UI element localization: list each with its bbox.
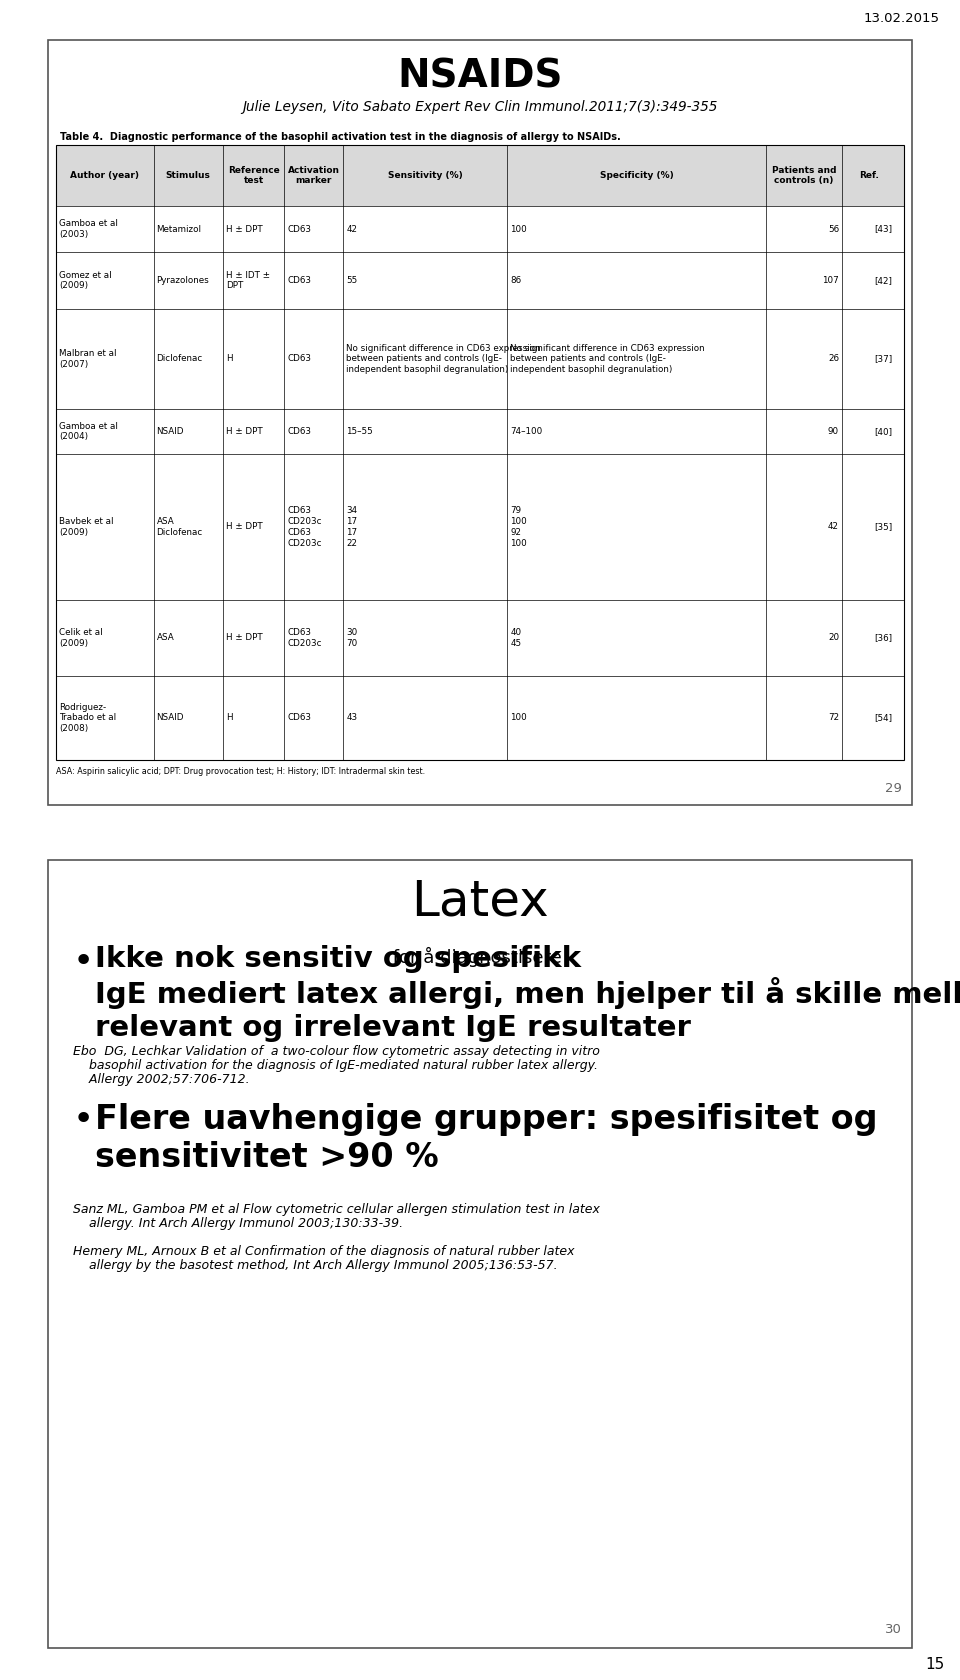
Text: 100: 100 bbox=[510, 225, 527, 234]
Text: CD63: CD63 bbox=[287, 714, 311, 722]
Text: Flere uavhengige grupper: spesifisitet og: Flere uavhengige grupper: spesifisitet o… bbox=[95, 1104, 877, 1136]
Text: Celik et al
(2009): Celik et al (2009) bbox=[59, 628, 103, 647]
Text: 40
45: 40 45 bbox=[510, 628, 521, 647]
Text: 107: 107 bbox=[823, 276, 839, 286]
Text: 72: 72 bbox=[828, 714, 839, 722]
Text: No significant difference in CD63 expression
between patients and controls (IgE-: No significant difference in CD63 expres… bbox=[347, 344, 541, 375]
Text: 13.02.2015: 13.02.2015 bbox=[864, 12, 940, 25]
Text: Specificity (%): Specificity (%) bbox=[600, 171, 673, 180]
Bar bbox=[48, 40, 912, 805]
Text: H: H bbox=[226, 714, 232, 722]
Text: CD63: CD63 bbox=[287, 276, 311, 286]
Text: Reference
test: Reference test bbox=[228, 166, 279, 185]
Text: 34
17
17
22: 34 17 17 22 bbox=[347, 506, 357, 548]
Text: Latex: Latex bbox=[411, 879, 549, 926]
Text: [54]: [54] bbox=[875, 714, 893, 722]
Text: Gamboa et al
(2003): Gamboa et al (2003) bbox=[59, 218, 118, 239]
Text: Gomez et al
(2009): Gomez et al (2009) bbox=[59, 270, 111, 291]
Text: Bavbek et al
(2009): Bavbek et al (2009) bbox=[59, 517, 113, 538]
Text: [37]: [37] bbox=[875, 354, 893, 363]
Text: Malbran et al
(2007): Malbran et al (2007) bbox=[59, 349, 116, 370]
Bar bbox=[48, 860, 912, 1648]
Text: •: • bbox=[73, 944, 94, 979]
Text: CD63
CD203c
CD63
CD203c: CD63 CD203c CD63 CD203c bbox=[287, 506, 322, 548]
Text: Allergy 2002;57:706-712.: Allergy 2002;57:706-712. bbox=[73, 1074, 250, 1085]
Text: Pyrazolones: Pyrazolones bbox=[156, 276, 209, 286]
Text: 26: 26 bbox=[828, 354, 839, 363]
Text: [40]: [40] bbox=[875, 427, 893, 437]
Text: NSAID: NSAID bbox=[156, 427, 184, 437]
Text: Diclofenac: Diclofenac bbox=[156, 354, 203, 363]
Text: basophil activation for the diagnosis of IgE-mediated natural rubber latex aller: basophil activation for the diagnosis of… bbox=[73, 1058, 598, 1072]
Text: Sensitivity (%): Sensitivity (%) bbox=[388, 171, 463, 180]
Text: H ± DPT: H ± DPT bbox=[226, 633, 263, 642]
Text: [43]: [43] bbox=[875, 225, 893, 234]
Text: 42: 42 bbox=[347, 225, 357, 234]
Text: Ikke nok sensitiv og spesifikk: Ikke nok sensitiv og spesifikk bbox=[95, 944, 581, 973]
Text: NSAID: NSAID bbox=[156, 714, 184, 722]
Text: ASA: Aspirin salicylic acid; DPT: Drug provocation test; H: History; IDT: Intrad: ASA: Aspirin salicylic acid; DPT: Drug p… bbox=[56, 768, 425, 776]
Text: 74–100: 74–100 bbox=[510, 427, 542, 437]
Text: 29: 29 bbox=[885, 781, 902, 795]
Text: Metamizol: Metamizol bbox=[156, 225, 202, 234]
Text: H ± IDT ±
DPT: H ± IDT ± DPT bbox=[226, 270, 270, 291]
Text: [42]: [42] bbox=[875, 276, 893, 286]
Text: Table 4.  Diagnostic performance of the basophil activation test in the diagnosi: Table 4. Diagnostic performance of the b… bbox=[60, 133, 621, 143]
Text: 15–55: 15–55 bbox=[347, 427, 373, 437]
Text: CD63
CD203c: CD63 CD203c bbox=[287, 628, 322, 647]
Text: 55: 55 bbox=[347, 276, 358, 286]
Text: 86: 86 bbox=[510, 276, 521, 286]
Text: 20: 20 bbox=[828, 633, 839, 642]
Text: 15: 15 bbox=[925, 1656, 945, 1672]
Text: H: H bbox=[226, 354, 232, 363]
Text: ASA: ASA bbox=[156, 633, 175, 642]
Text: CD63: CD63 bbox=[287, 354, 311, 363]
Text: 100: 100 bbox=[510, 714, 527, 722]
Text: Ebo  DG, Lechkar Validation of  a two-colour flow cytometric assay detecting in : Ebo DG, Lechkar Validation of a two-colo… bbox=[73, 1045, 600, 1058]
Text: [35]: [35] bbox=[875, 522, 893, 531]
Bar bbox=[56, 144, 904, 207]
Text: 79
100
92
100: 79 100 92 100 bbox=[510, 506, 527, 548]
Text: allergy. Int Arch Allergy Immunol 2003;130:33-39.: allergy. Int Arch Allergy Immunol 2003;1… bbox=[73, 1216, 403, 1230]
Text: Activation
marker: Activation marker bbox=[288, 166, 340, 185]
Text: H ± DPT: H ± DPT bbox=[226, 522, 263, 531]
Text: [36]: [36] bbox=[875, 633, 893, 642]
Text: Gamboa et al
(2004): Gamboa et al (2004) bbox=[59, 422, 118, 442]
Text: •: • bbox=[73, 1104, 94, 1137]
Text: Ref.: Ref. bbox=[859, 171, 878, 180]
Text: 30
70: 30 70 bbox=[347, 628, 358, 647]
Text: for å diagnostisere: for å diagnostisere bbox=[387, 948, 562, 968]
Text: 90: 90 bbox=[828, 427, 839, 437]
Text: CD63: CD63 bbox=[287, 427, 311, 437]
Text: Hemery ML, Arnoux B et al Confirmation of the diagnosis of natural rubber latex: Hemery ML, Arnoux B et al Confirmation o… bbox=[73, 1245, 574, 1258]
Text: Stimulus: Stimulus bbox=[166, 171, 211, 180]
Text: NSAIDS: NSAIDS bbox=[397, 59, 563, 96]
Text: Sanz ML, Gamboa PM et al Flow cytometric cellular allergen stimulation test in l: Sanz ML, Gamboa PM et al Flow cytometric… bbox=[73, 1203, 600, 1216]
Text: No significant difference in CD63 expression
between patients and controls (IgE-: No significant difference in CD63 expres… bbox=[510, 344, 705, 375]
Text: Patients and
controls (n): Patients and controls (n) bbox=[772, 166, 836, 185]
Text: CD63: CD63 bbox=[287, 225, 311, 234]
Text: 42: 42 bbox=[828, 522, 839, 531]
Text: 30: 30 bbox=[885, 1623, 902, 1636]
Text: Rodriguez-
Trabado et al
(2008): Rodriguez- Trabado et al (2008) bbox=[59, 702, 116, 732]
Text: H ± DPT: H ± DPT bbox=[226, 427, 263, 437]
Text: 43: 43 bbox=[347, 714, 357, 722]
Text: Author (year): Author (year) bbox=[70, 171, 139, 180]
Text: Julie Leysen, Vito Sabato Expert Rev Clin Immunol.2011;7(3):349-355: Julie Leysen, Vito Sabato Expert Rev Cli… bbox=[242, 101, 718, 114]
Text: allergy by the basotest method, Int Arch Allergy Immunol 2005;136:53-57.: allergy by the basotest method, Int Arch… bbox=[73, 1258, 558, 1272]
Text: H ± DPT: H ± DPT bbox=[226, 225, 263, 234]
Text: IgE mediert latex allergi, men hjelper til å skille mellom klinisk
relevant og i: IgE mediert latex allergi, men hjelper t… bbox=[95, 978, 960, 1043]
Text: 56: 56 bbox=[828, 225, 839, 234]
Bar bbox=[56, 144, 904, 759]
Text: sensitivitet >90 %: sensitivitet >90 % bbox=[95, 1141, 439, 1174]
Text: ASA
Diclofenac: ASA Diclofenac bbox=[156, 517, 203, 538]
